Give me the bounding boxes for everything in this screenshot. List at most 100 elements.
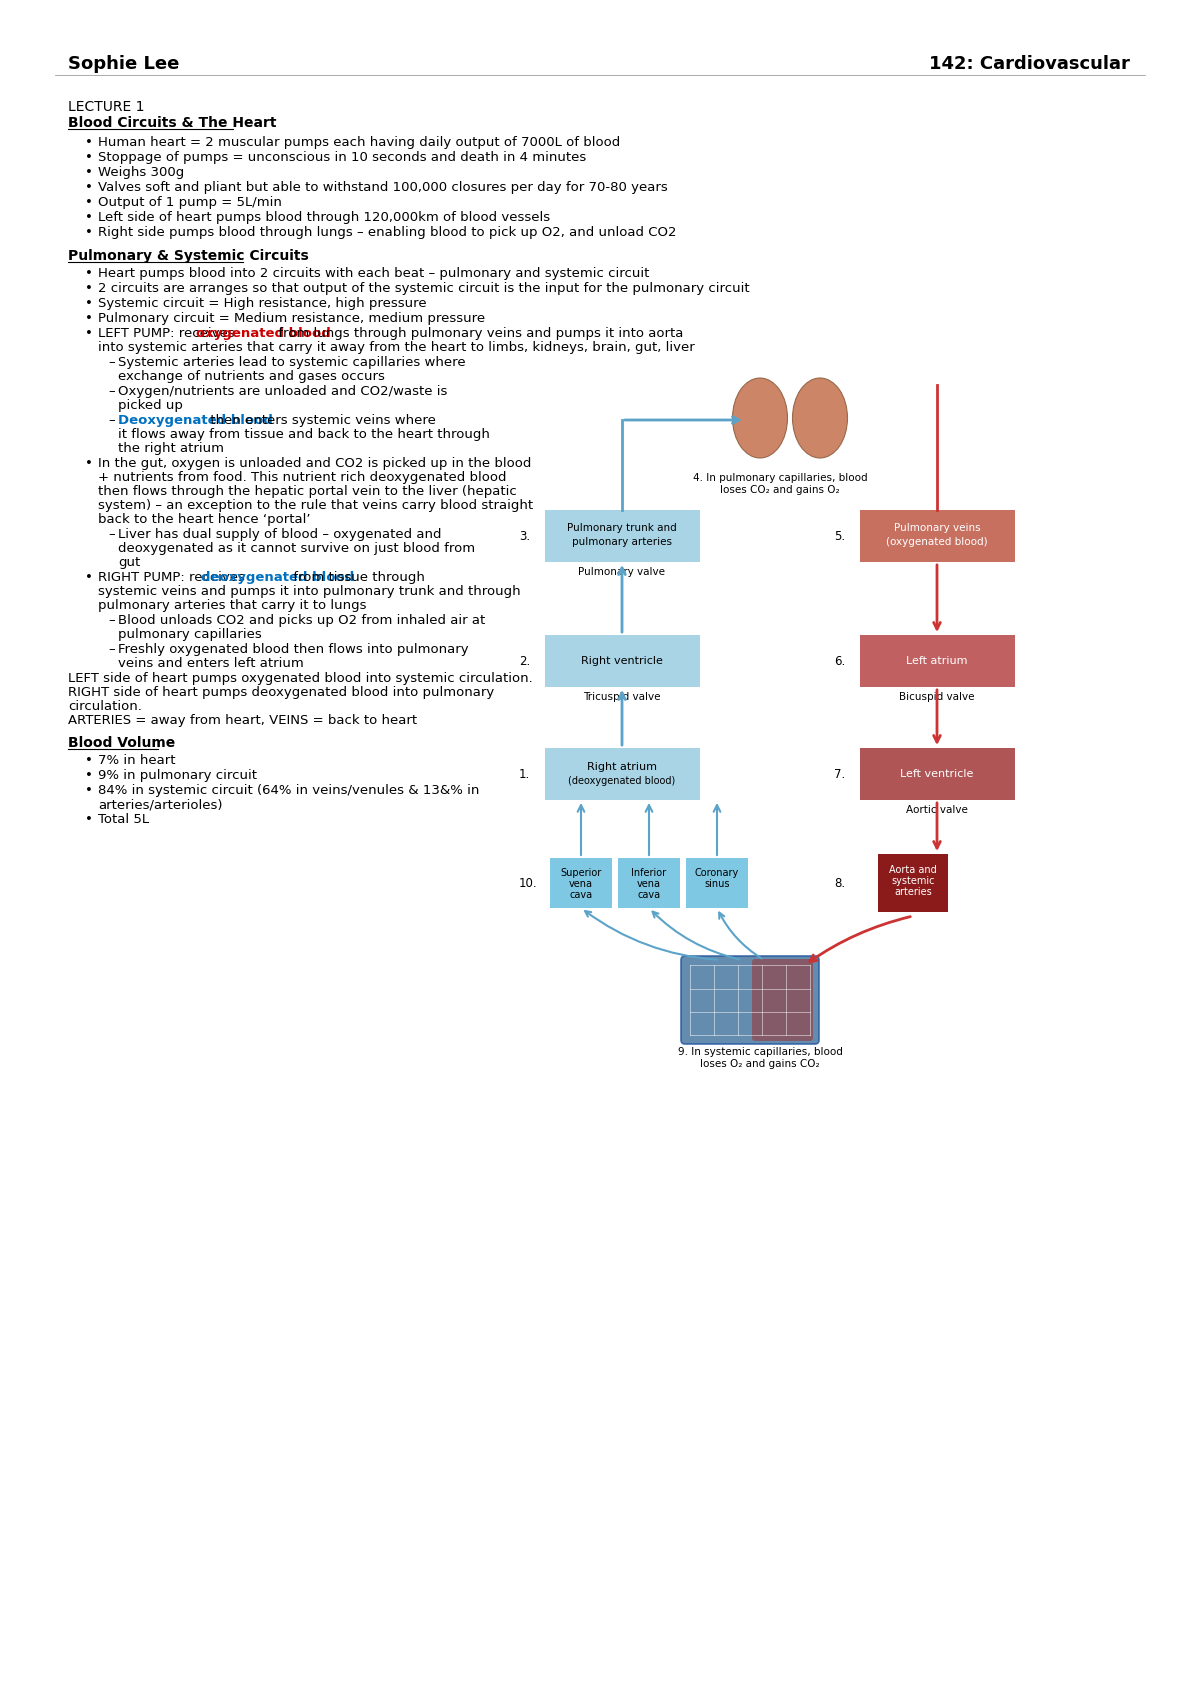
Text: RIGHT side of heart pumps deoxygenated blood into pulmonary: RIGHT side of heart pumps deoxygenated b… (68, 686, 494, 700)
Text: 7.: 7. (834, 767, 845, 781)
Text: picked up: picked up (118, 399, 182, 413)
Text: Pulmonary circuit = Medium resistance, medium pressure: Pulmonary circuit = Medium resistance, m… (98, 312, 485, 324)
Text: •: • (85, 211, 92, 224)
Text: •: • (85, 769, 92, 783)
Text: loses O₂ and gains CO₂: loses O₂ and gains CO₂ (700, 1060, 820, 1070)
Text: gut: gut (118, 555, 140, 569)
Text: •: • (85, 267, 92, 280)
Text: Pulmonary trunk and: Pulmonary trunk and (568, 523, 677, 533)
Text: 1.: 1. (518, 767, 530, 781)
Text: 84% in systemic circuit (64% in veins/venules & 13&% in: 84% in systemic circuit (64% in veins/ve… (98, 784, 479, 796)
Text: veins and enters left atrium: veins and enters left atrium (118, 657, 304, 671)
Text: Aorta and: Aorta and (889, 864, 937, 874)
Text: LECTURE 1: LECTURE 1 (68, 100, 144, 114)
Text: ARTERIES = away from heart, VEINS = back to heart: ARTERIES = away from heart, VEINS = back… (68, 713, 418, 727)
Text: Coronary: Coronary (695, 868, 739, 878)
FancyBboxPatch shape (682, 956, 818, 1044)
Text: system) – an exception to the rule that veins carry blood straight: system) – an exception to the rule that … (98, 499, 533, 513)
Bar (545, 749, 700, 800)
Text: Left atrium: Left atrium (906, 655, 967, 666)
Text: •: • (85, 151, 92, 165)
Text: vena: vena (637, 880, 661, 890)
Text: back to the heart hence ‘portal’: back to the heart hence ‘portal’ (98, 513, 311, 526)
Text: Blood Circuits & The Heart: Blood Circuits & The Heart (68, 115, 276, 131)
Text: –: – (108, 385, 115, 397)
Text: Freshly oxygenated blood then flows into pulmonary: Freshly oxygenated blood then flows into… (118, 644, 469, 655)
Text: •: • (85, 813, 92, 825)
Text: Total 5L: Total 5L (98, 813, 149, 825)
Text: In the gut, oxygen is unloaded and CO2 is picked up in the blood: In the gut, oxygen is unloaded and CO2 i… (98, 457, 532, 470)
Text: –: – (108, 615, 115, 627)
Bar (545, 509, 700, 562)
Text: –: – (108, 357, 115, 368)
Text: 8.: 8. (834, 876, 845, 890)
Text: oxygenated blood: oxygenated blood (196, 328, 331, 340)
Bar (860, 635, 1015, 688)
Text: pulmonary arteries that carry it to lungs: pulmonary arteries that carry it to lung… (98, 599, 366, 611)
Text: (oxygenated blood): (oxygenated blood) (886, 537, 988, 547)
Text: Tricuspid valve: Tricuspid valve (583, 693, 661, 701)
Text: Left side of heart pumps blood through 120,000km of blood vessels: Left side of heart pumps blood through 1… (98, 211, 550, 224)
Bar (860, 749, 1015, 800)
Text: •: • (85, 226, 92, 239)
Text: 4. In pulmonary capillaries, blood: 4. In pulmonary capillaries, blood (692, 474, 868, 482)
Text: Superior: Superior (560, 868, 601, 878)
Text: 2 circuits are arranges so that output of the systemic circuit is the input for : 2 circuits are arranges so that output o… (98, 282, 750, 295)
Text: from tissue through: from tissue through (289, 571, 425, 584)
Text: 3.: 3. (518, 530, 530, 542)
Text: •: • (85, 312, 92, 324)
Bar (550, 857, 612, 908)
Text: Liver has dual supply of blood – oxygenated and: Liver has dual supply of blood – oxygena… (118, 528, 442, 542)
Text: systemic veins and pumps it into pulmonary trunk and through: systemic veins and pumps it into pulmona… (98, 586, 521, 598)
Text: Stoppage of pumps = unconscious in 10 seconds and death in 4 minutes: Stoppage of pumps = unconscious in 10 se… (98, 151, 587, 165)
Bar (545, 635, 700, 688)
Text: •: • (85, 754, 92, 767)
Text: 7% in heart: 7% in heart (98, 754, 175, 767)
Text: 5.: 5. (834, 530, 845, 542)
Text: •: • (85, 457, 92, 470)
Text: •: • (85, 784, 92, 796)
Text: deoxygenated as it cannot survive on just blood from: deoxygenated as it cannot survive on jus… (118, 542, 475, 555)
Text: Right atrium: Right atrium (587, 762, 658, 773)
Text: deoxygenated blood: deoxygenated blood (200, 571, 354, 584)
Text: Weighs 300g: Weighs 300g (98, 166, 185, 178)
Text: 6.: 6. (834, 654, 845, 667)
Text: 142: Cardiovascular: 142: Cardiovascular (929, 54, 1130, 73)
Bar (686, 857, 748, 908)
Text: •: • (85, 136, 92, 149)
Text: into systemic arteries that carry it away from the heart to limbs, kidneys, brai: into systemic arteries that carry it awa… (98, 341, 695, 353)
Text: –: – (108, 644, 115, 655)
Text: loses CO₂ and gains O₂: loses CO₂ and gains O₂ (720, 486, 840, 496)
Text: •: • (85, 166, 92, 178)
Text: Bicuspid valve: Bicuspid valve (899, 693, 974, 701)
Text: Output of 1 pump = 5L/min: Output of 1 pump = 5L/min (98, 195, 282, 209)
Text: Blood unloads CO2 and picks up O2 from inhaled air at: Blood unloads CO2 and picks up O2 from i… (118, 615, 485, 627)
Text: Pulmonary valve: Pulmonary valve (578, 567, 666, 577)
Text: Inferior: Inferior (631, 868, 666, 878)
Text: Blood Volume: Blood Volume (68, 735, 175, 751)
Text: 10.: 10. (518, 876, 538, 890)
FancyBboxPatch shape (752, 959, 814, 1041)
Text: it flows away from tissue and back to the heart through: it flows away from tissue and back to th… (118, 428, 490, 441)
Bar (860, 509, 1015, 562)
Text: Heart pumps blood into 2 circuits with each beat – pulmonary and systemic circui: Heart pumps blood into 2 circuits with e… (98, 267, 649, 280)
Text: arteries/arterioles): arteries/arterioles) (98, 798, 222, 812)
Text: LEFT side of heart pumps oxygenated blood into systemic circulation.: LEFT side of heart pumps oxygenated bloo… (68, 672, 533, 684)
Text: •: • (85, 182, 92, 194)
Text: cava: cava (570, 890, 593, 900)
Text: (deoxygenated blood): (deoxygenated blood) (569, 776, 676, 786)
Text: Aortic valve: Aortic valve (906, 805, 968, 815)
Text: •: • (85, 282, 92, 295)
Text: Right ventricle: Right ventricle (581, 655, 662, 666)
Text: Human heart = 2 muscular pumps each having daily output of 7000L of blood: Human heart = 2 muscular pumps each havi… (98, 136, 620, 149)
Text: the right atrium: the right atrium (118, 441, 224, 455)
Ellipse shape (792, 379, 847, 458)
Text: Right side pumps blood through lungs – enabling blood to pick up O2, and unload : Right side pumps blood through lungs – e… (98, 226, 677, 239)
Text: sinus: sinus (704, 880, 730, 890)
Text: then enters systemic veins where: then enters systemic veins where (206, 414, 436, 426)
Text: •: • (85, 297, 92, 311)
Text: arteries: arteries (894, 886, 932, 897)
Text: Deoxygenated blood: Deoxygenated blood (118, 414, 272, 426)
Text: Sophie Lee: Sophie Lee (68, 54, 179, 73)
Text: •: • (85, 195, 92, 209)
